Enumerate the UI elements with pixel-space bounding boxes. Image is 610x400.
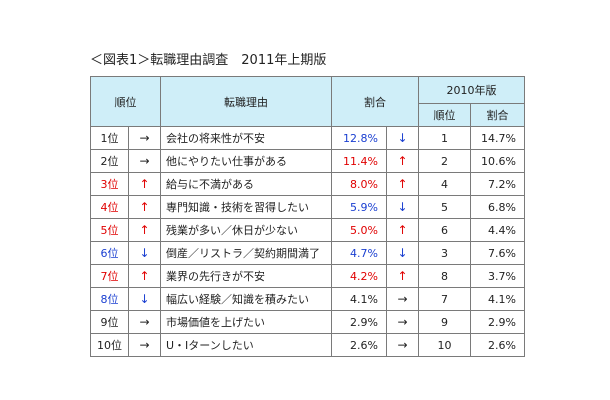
table-row: 2位 → 他にやりたい仕事がある 11.4% ↑ 2 10.6% [90,149,525,173]
share-cell: 2.6% [331,333,387,357]
rank-cell: 3位 [90,172,129,196]
share-arrow-icon: ↓ [386,126,419,150]
table-row: 9位 → 市場価値を上げたい 2.9% → 9 2.9% [90,310,525,334]
rank-cell: 1位 [90,126,129,150]
rank-arrow-icon: → [128,149,161,173]
rank-2010-cell: 4 [418,172,471,196]
table-row: 7位 ↑ 業界の先行きが不安 4.2% ↑ 8 3.7% [90,264,525,288]
share-arrow-icon: ↑ [386,218,419,242]
rank-arrow-icon: ↓ [128,241,161,265]
share-arrow-icon: ↑ [386,172,419,196]
rank-arrow-icon: ↓ [128,287,161,311]
reason-cell: 会社の将来性が不安 [160,126,332,150]
share-cell: 4.1% [331,287,387,311]
share-cell: 4.2% [331,264,387,288]
rank-cell: 8位 [90,287,129,311]
share-arrow-icon: ↑ [386,149,419,173]
share-arrow-icon: ↓ [386,241,419,265]
rank-cell: 5位 [90,218,129,242]
table-row: 3位 ↑ 給与に不満がある 8.0% ↑ 4 7.2% [90,172,525,196]
rank-2010-cell: 10 [418,333,471,357]
rank-2010-cell: 1 [418,126,471,150]
share-cell: 4.7% [331,241,387,265]
share-2010-cell: 7.6% [470,241,525,265]
reason-cell: 専門知識・技術を習得したい [160,195,332,219]
share-2010-cell: 14.7% [470,126,525,150]
reason-cell: 業界の先行きが不安 [160,264,332,288]
rank-arrow-icon: → [128,310,161,334]
share-arrow-icon: ↓ [386,195,419,219]
reason-cell: 残業が多い／休日が少ない [160,218,332,242]
rank-arrow-icon: ↑ [128,264,161,288]
rank-2010-cell: 6 [418,218,471,242]
share-cell: 2.9% [331,310,387,334]
rank-cell: 4位 [90,195,129,219]
reason-table: 順位 転職理由 割合 2010年版 順位 割合 1位 → 会社の将来性が不安 12.8… [90,76,525,357]
share-cell: 12.8% [331,126,387,150]
share-cell: 11.4% [331,149,387,173]
rank-cell: 2位 [90,149,129,173]
rank-2010-cell: 7 [418,287,471,311]
header-rank: 順位 [90,76,161,127]
share-arrow-icon: → [386,310,419,334]
rank-arrow-icon: ↑ [128,172,161,196]
table-row: 8位 ↓ 幅広い経験／知識を積みたい 4.1% → 7 4.1% [90,287,525,311]
share-arrow-icon: → [386,287,419,311]
rank-cell: 7位 [90,264,129,288]
reason-cell: 給与に不満がある [160,172,332,196]
share-2010-cell: 2.6% [470,333,525,357]
rank-2010-cell: 2 [418,149,471,173]
reason-cell: 倒産／リストラ／契約期間満了 [160,241,332,265]
share-cell: 5.0% [331,218,387,242]
rank-cell: 9位 [90,310,129,334]
share-cell: 5.9% [331,195,387,219]
reason-cell: 幅広い経験／知識を積みたい [160,287,332,311]
rank-2010-cell: 8 [418,264,471,288]
share-2010-cell: 4.1% [470,287,525,311]
share-cell: 8.0% [331,172,387,196]
table-body: 1位 → 会社の将来性が不安 12.8% ↓ 1 14.7% 2位 → 他にやりたい仕事がある 11… [90,126,525,357]
share-2010-cell: 3.7% [470,264,525,288]
table-row: 5位 ↑ 残業が多い／休日が少ない 5.0% ↑ 6 4.4% [90,218,525,242]
header-share: 割合 [331,76,419,127]
share-2010-cell: 7.2% [470,172,525,196]
rank-arrow-icon: → [128,126,161,150]
share-2010-cell: 4.4% [470,218,525,242]
share-arrow-icon: ↑ [386,264,419,288]
header-reason: 転職理由 [160,76,332,127]
rank-arrow-icon: → [128,333,161,357]
rank-arrow-icon: ↑ [128,195,161,219]
share-arrow-icon: → [386,333,419,357]
share-2010-cell: 10.6% [470,149,525,173]
rank-cell: 6位 [90,241,129,265]
share-2010-cell: 2.9% [470,310,525,334]
header-rank-2010: 順位 [418,103,471,127]
rank-2010-cell: 3 [418,241,471,265]
page-title: ＜図表1＞転職理由調査 2011年上期版 [90,53,327,68]
rank-cell: 10位 [90,333,129,357]
table-row: 4位 ↑ 専門知識・技術を習得したい 5.9% ↓ 5 6.8% [90,195,525,219]
table-row: 10位 → U・Iターンしたい 2.6% → 10 2.6% [90,333,525,357]
table-row: 1位 → 会社の将来性が不安 12.8% ↓ 1 14.7% [90,126,525,150]
reason-cell: 市場価値を上げたい [160,310,332,334]
rank-arrow-icon: ↑ [128,218,161,242]
rank-2010-cell: 5 [418,195,471,219]
rank-2010-cell: 9 [418,310,471,334]
reason-cell: 他にやりたい仕事がある [160,149,332,173]
header-edition-2010: 2010年版 [418,76,525,104]
table-row: 6位 ↓ 倒産／リストラ／契約期間満了 4.7% ↓ 3 7.6% [90,241,525,265]
reason-cell: U・Iターンしたい [160,333,332,357]
header-share-2010: 割合 [470,103,525,127]
share-2010-cell: 6.8% [470,195,525,219]
